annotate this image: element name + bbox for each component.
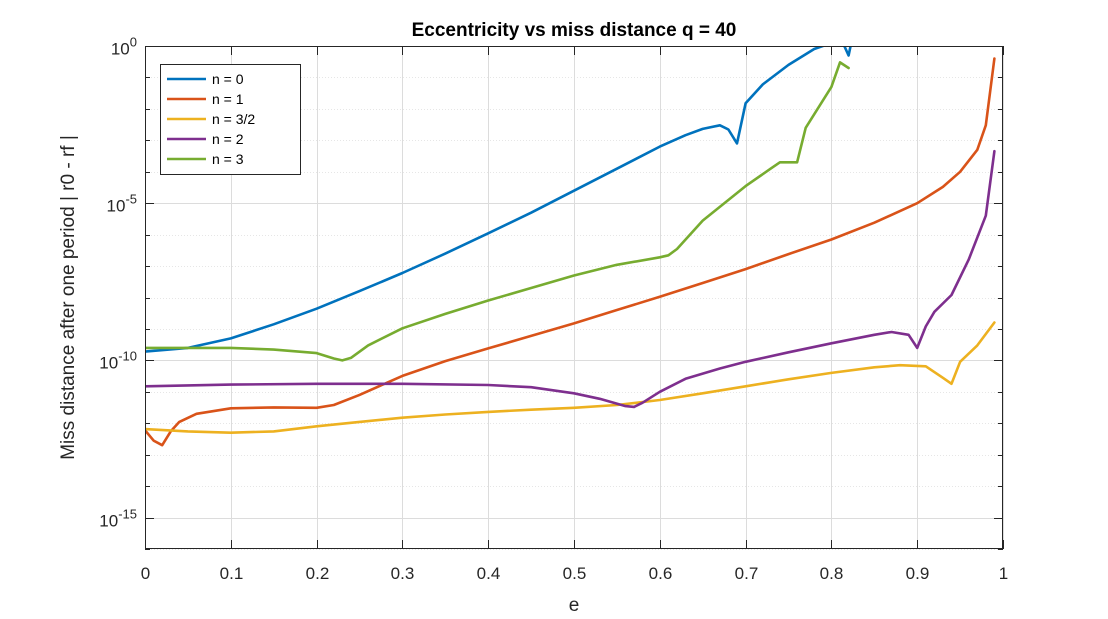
y-tick-label: 10-15 — [99, 507, 137, 531]
series-line-4 — [145, 61, 850, 362]
legend-label: n = 1 — [212, 91, 244, 107]
chart-title: Eccentricity vs miss distance q = 40 — [412, 20, 737, 41]
y-tick-label: 100 — [111, 35, 137, 59]
x-tick-label: 0.2 — [306, 564, 330, 583]
series-line-1 — [145, 57, 996, 447]
x-tick-label: 0.9 — [906, 564, 930, 583]
x-tick-label: 0.1 — [220, 564, 244, 583]
x-tick-label: 0.4 — [477, 564, 501, 583]
y-tick-label: 10-5 — [107, 192, 137, 216]
legend-label: n = 2 — [212, 131, 244, 147]
series-line-2 — [145, 321, 996, 435]
x-tick-label: 0.5 — [563, 564, 587, 583]
legend-label: n = 3/2 — [212, 111, 255, 127]
x-tick-labels: 0 0.1 0.2 0.3 0.4 0.5 0.6 0.7 0.8 0.9 1 — [141, 564, 1008, 583]
x-tick-label: 0.8 — [820, 564, 844, 583]
x-tick-label: 0.7 — [735, 564, 759, 583]
legend-label: n = 3 — [212, 151, 244, 167]
y-axis-label: Miss distance after one period | r0 - rf… — [58, 135, 79, 460]
legend: n = 0 n = 1 n = 3/2 n = 2 n = 3 — [160, 64, 301, 175]
x-tick-label: 1 — [999, 564, 1008, 583]
y-tick-labels: 10-15 10-10 10-5 100 — [99, 35, 137, 531]
y-tick-label: 10-10 — [99, 349, 137, 373]
axis-ticks — [145, 46, 1004, 550]
series-line-3 — [145, 149, 996, 409]
x-tick-label: 0.6 — [649, 564, 673, 583]
legend-label: n = 0 — [212, 71, 244, 87]
x-tick-label: 0 — [141, 564, 150, 583]
x-tick-label: 0.3 — [391, 564, 415, 583]
x-axis-label: e — [569, 595, 580, 616]
series-line-0 — [145, 46, 852, 353]
series-layer — [145, 46, 996, 447]
